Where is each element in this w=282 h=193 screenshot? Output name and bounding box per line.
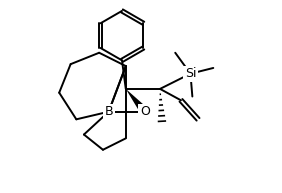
Polygon shape — [126, 89, 148, 115]
Text: Si: Si — [185, 67, 196, 80]
Text: O: O — [140, 105, 150, 118]
Text: B: B — [104, 105, 113, 118]
